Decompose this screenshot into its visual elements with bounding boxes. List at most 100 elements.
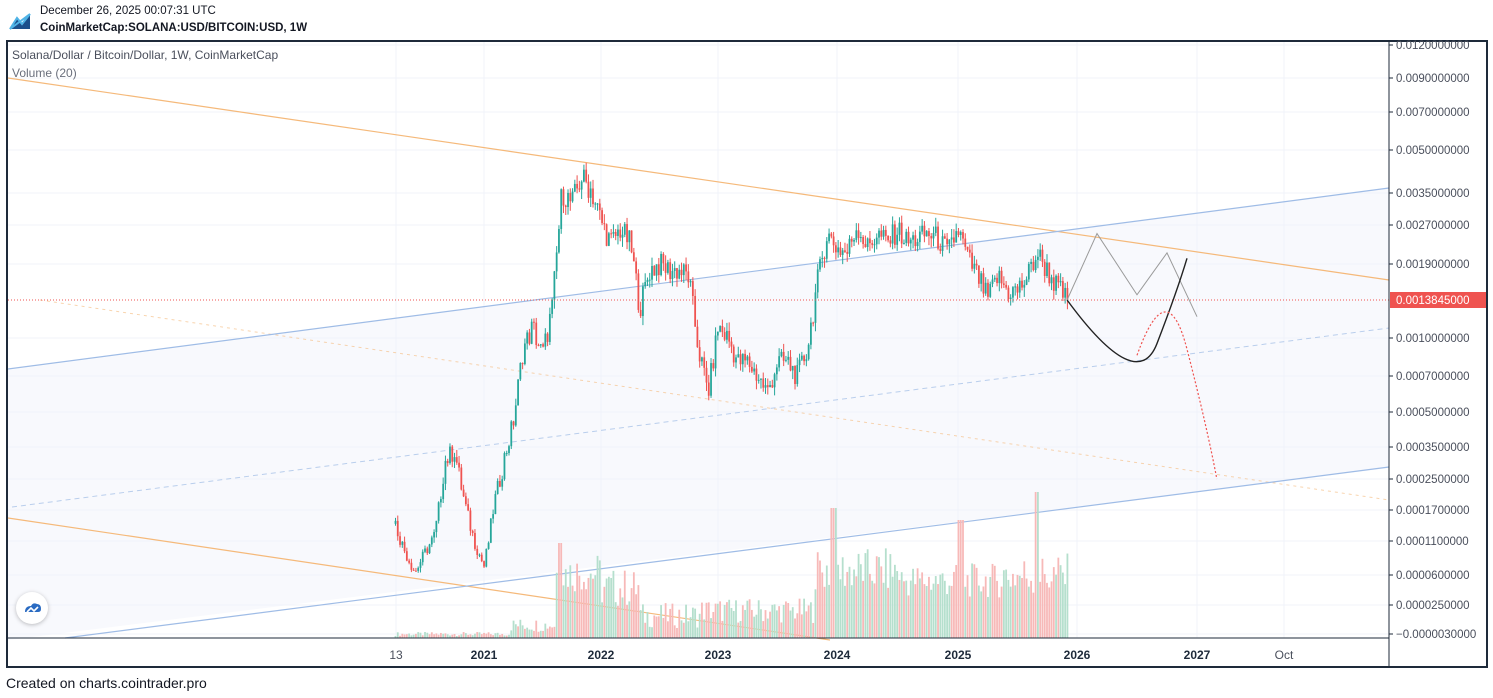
candle-body [1055,275,1057,291]
volume-bar [592,578,594,638]
cloud-icon [25,603,41,613]
candle-body [576,183,578,189]
candle-body [567,192,569,208]
volume-bar [980,591,983,638]
volume-bar [1025,578,1028,638]
candle-body [503,453,506,480]
x-tick-label: 2026 [1064,648,1091,662]
candle-body [943,236,946,239]
projection-bear-curve [1136,311,1218,480]
volume-bar [1009,586,1012,638]
volume-bar [964,586,967,638]
volume-bar [587,577,590,638]
candle-body [732,346,735,363]
volume-bar [866,549,869,638]
candle-body [592,188,594,205]
volume-bar [821,572,824,638]
y-tick-label: 0.0005000000 [1396,407,1470,419]
candle-body [796,365,799,385]
volume-bar [560,543,563,638]
volume-bar [748,599,751,638]
candle-body [610,233,613,235]
volume-bar [798,598,801,638]
volume-bar [780,622,783,638]
candle-body [410,562,413,570]
current-price-badge [1390,292,1486,308]
volume-bar [841,557,844,638]
volume-bar [567,586,569,638]
candle-body [417,567,420,571]
candle-body [1057,275,1060,283]
volume-bar [589,573,592,638]
volume-bar [932,583,935,638]
candle-body [655,264,658,276]
volume-bar [939,574,942,638]
volume-bar [424,632,426,638]
candle-body [485,548,488,567]
volume-bar [728,599,731,638]
candle-body [657,264,660,276]
candle-body [660,253,662,276]
candle-body [950,237,953,240]
candle-body [694,295,697,327]
candle-body [682,264,685,276]
y-tick-label: 0.0003500000 [1396,442,1470,454]
candle-body [977,265,980,284]
volume-bar [921,572,924,638]
candle-body [433,532,435,538]
channel-fill [8,188,1389,640]
volume-bar [1061,572,1064,638]
y-tick-label: 0.0120000000 [1396,40,1470,52]
candle-body [596,203,599,205]
volume-bar [660,605,662,638]
volume-bar [401,633,404,638]
volume-bar [916,568,919,638]
volume-bar [968,596,971,638]
volume-bar [578,575,581,638]
candle-body [900,222,903,244]
candle-body [719,326,722,332]
candle-body [878,230,880,238]
y-tick-label: 0.0010000000 [1396,333,1470,345]
tradingview-logo-button[interactable] [16,592,48,624]
candle-body [914,235,917,247]
volume-bar [816,552,819,638]
volume-bar [726,602,728,638]
volume-bar [396,632,399,638]
candle-body [696,326,699,348]
candle-body [560,189,563,230]
grid [8,42,1389,638]
volume-bar [691,607,694,638]
volume-bar [884,548,887,638]
volume-bar [1000,586,1003,638]
candle-body [882,229,885,237]
volume-bar [1048,587,1051,638]
volume-bar [991,563,994,638]
candle-body [1023,284,1026,288]
volume-bar [619,588,622,638]
volume-bar [673,625,676,638]
volume-bar [571,585,574,638]
volume-bar [542,630,544,638]
candle-body [523,343,526,365]
candle-body [451,446,454,462]
candle-body [928,231,930,237]
candle-body [1007,287,1010,299]
volume-bar [499,634,501,638]
volume-bar [707,602,710,638]
volume-bar [903,581,905,638]
candle-body [464,496,467,505]
candle-body [621,234,624,238]
volume-legend: Volume (20) [12,66,77,80]
volume-bar [791,607,794,638]
volume-bar [676,627,678,638]
volume-bar [435,633,438,638]
candle-body [750,366,753,372]
candle-body [800,355,803,360]
candle-body [517,379,519,406]
volume-bar [605,578,608,638]
volume-bar [710,618,712,638]
candle-body [946,238,949,245]
candle-body [471,530,474,533]
